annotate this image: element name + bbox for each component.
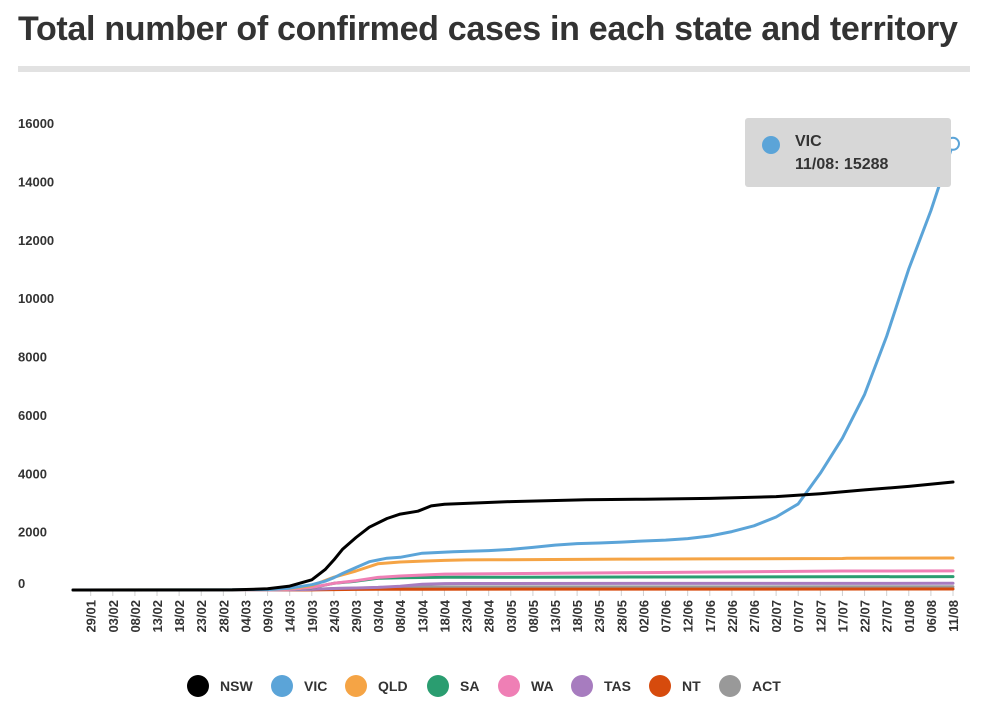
y-tick-label: 14000: [18, 174, 54, 189]
x-tick-label: 22/07: [858, 600, 873, 633]
y-tick-label: 16000: [18, 116, 54, 131]
x-tick-label: 11/08: [946, 600, 961, 632]
series-line-vic[interactable]: [71, 142, 955, 592]
legend-label: SA: [460, 678, 480, 694]
x-tick-label: 14/03: [283, 600, 298, 633]
legend-label: WA: [531, 678, 554, 694]
y-tick-label: 2000: [18, 525, 47, 540]
y-tick-label: 12000: [18, 233, 54, 248]
x-tick-label: 17/07: [835, 600, 850, 633]
legend-label: TAS: [604, 678, 631, 694]
x-tick-label: 23/02: [194, 600, 209, 633]
legend-swatch: [345, 675, 367, 697]
x-tick-label: 18/04: [437, 599, 452, 632]
x-tick-label: 23/05: [592, 600, 607, 633]
x-tick-label: 08/04: [393, 599, 408, 632]
x-tick-label: 27/06: [747, 600, 762, 633]
x-tick-label: 22/06: [725, 600, 740, 633]
tooltip-series-dot: [762, 136, 780, 154]
x-tick-label: 29/03: [349, 600, 364, 633]
legend-swatch: [427, 675, 449, 697]
x-tick-label: 23/04: [460, 599, 475, 632]
x-tick-label: 09/03: [261, 600, 276, 633]
x-tick-label: 07/07: [791, 600, 806, 633]
tooltip-series-name: VIC: [795, 133, 822, 150]
x-tick-label: 03/02: [106, 600, 121, 633]
x-tick-label: 18/02: [172, 600, 187, 633]
title-divider: [18, 66, 970, 72]
legend-swatch: [187, 675, 209, 697]
page-title: Total number of confirmed cases in each …: [18, 10, 958, 48]
series-line-nsw[interactable]: [71, 480, 955, 592]
x-tick-label: 07/06: [659, 600, 674, 633]
legend-label: ACT: [752, 678, 781, 694]
x-tick-label: 27/07: [880, 600, 895, 633]
legend-swatch: [571, 675, 593, 697]
y-tick-label: 8000: [18, 350, 47, 365]
y-tick-label: 0: [18, 576, 25, 591]
x-axis-ticks: 29/01 03/02 08/02 13/02 18/02 23/02 28/02 04/03…: [84, 590, 961, 633]
legend-label: NSW: [220, 678, 253, 694]
x-tick-label: 08/05: [526, 600, 541, 633]
y-tick-label: 10000: [18, 291, 54, 306]
x-tick-label: 28/04: [482, 599, 497, 632]
x-tick-label: 13/05: [548, 600, 563, 633]
x-tick-label: 03/05: [504, 600, 519, 633]
x-tick-label: 04/03: [238, 600, 253, 633]
y-axis-ticks: 0 2000 4000 6000 8000 10000 12000 14000 16000: [18, 116, 54, 591]
x-tick-label: 29/01: [84, 600, 99, 633]
x-tick-label: 19/03: [305, 600, 320, 633]
legend-label: NT: [682, 678, 701, 694]
x-tick-label: 24/03: [327, 600, 342, 633]
x-tick-label: 12/07: [813, 600, 828, 633]
x-tick-label: 03/04: [371, 599, 386, 632]
y-tick-label: 4000: [18, 466, 47, 481]
x-tick-label: 02/06: [636, 600, 651, 633]
series-layer: [71, 142, 955, 592]
x-tick-label: 17/06: [703, 600, 718, 633]
x-tick-label: 06/08: [924, 600, 939, 633]
x-tick-label: 12/06: [681, 600, 696, 633]
legend: NSW VIC QLD SA WA TAS NT ACT: [0, 674, 1004, 698]
x-tick-label: 18/05: [570, 600, 585, 633]
x-tick-label: 13/04: [415, 599, 430, 632]
legend-label: QLD: [378, 678, 408, 694]
tooltip: VIC 11/08: 15288: [745, 118, 951, 187]
x-tick-label: 28/05: [614, 600, 629, 633]
legend-swatch: [271, 675, 293, 697]
y-tick-label: 6000: [18, 408, 47, 423]
x-tick-label: 01/08: [902, 600, 917, 633]
x-tick-label: 28/02: [216, 600, 231, 633]
legend-swatch: [719, 675, 741, 697]
tooltip-value: 11/08: 15288: [795, 156, 889, 173]
x-tick-label: 13/02: [150, 600, 165, 633]
x-tick-label: 08/02: [128, 600, 143, 633]
legend-label: VIC: [304, 678, 328, 694]
x-tick-label: 02/07: [769, 600, 784, 633]
legend-swatch: [649, 675, 671, 697]
legend-swatch: [498, 675, 520, 697]
